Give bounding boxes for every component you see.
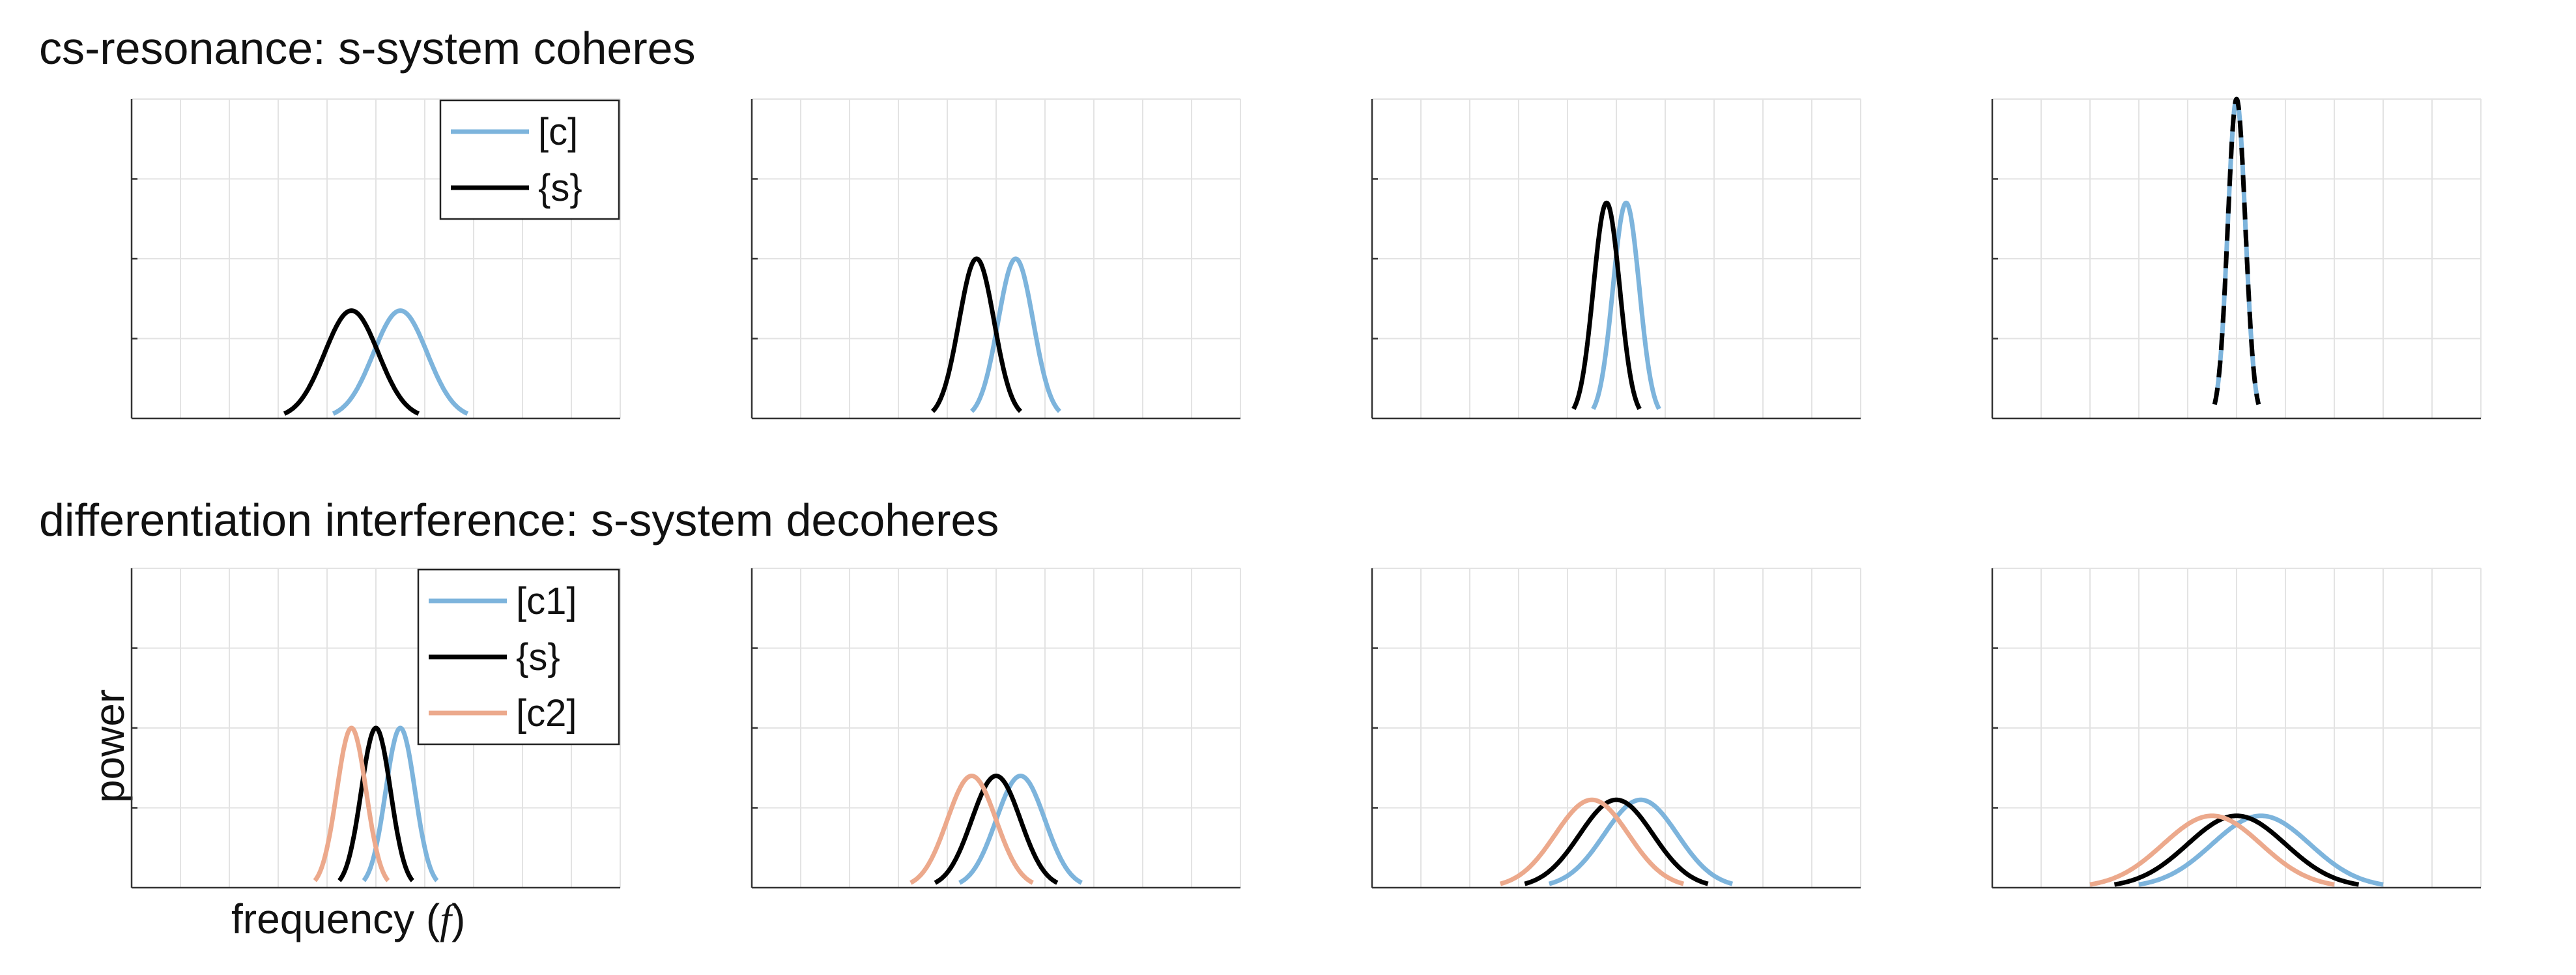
series-line-s <box>283 308 420 416</box>
legend-label: [c] <box>538 111 578 153</box>
series-line-c <box>362 725 439 882</box>
series-line-s <box>2212 96 2261 406</box>
series-line-c2 <box>909 774 1035 885</box>
panels-group: [c] {s} [c1] {s} [c2] <box>130 96 2482 889</box>
series-line-s <box>1523 797 1710 886</box>
legend-label: {s} <box>516 636 560 678</box>
legend-label: [c1] <box>516 580 577 622</box>
legend-label: [c2] <box>516 692 577 735</box>
chart-panel-r2-c3 <box>1371 568 1861 889</box>
series-line-c <box>958 774 1083 885</box>
series-line-s <box>933 774 1059 885</box>
series-line-c <box>2138 813 2384 887</box>
chart-panel-r1-c1: [c] {s} <box>130 98 621 420</box>
row-title-bottom: differentiation interference: s-system d… <box>39 495 999 546</box>
series-line-s <box>2113 813 2360 887</box>
series-line-c <box>1548 797 1734 886</box>
chart-panel-r2-c1: [c1] {s} [c2] <box>130 568 621 889</box>
x-axis-label: frequency (f) <box>231 895 465 942</box>
x-axis-label-main: frequency ( <box>231 895 440 942</box>
chart-panel-r1-c2 <box>751 98 1241 420</box>
series-line-c2 <box>2089 813 2336 887</box>
row-title-top: cs-resonance: s-system coheres <box>39 23 696 74</box>
series-line-c <box>332 308 469 416</box>
series-line-c <box>969 256 1062 413</box>
legend-box <box>439 99 620 220</box>
series-line-s <box>1571 200 1642 411</box>
legend-label: {s} <box>538 167 582 209</box>
series-line-c <box>1591 200 1661 411</box>
chart-panel-r2-c4 <box>1991 568 2482 889</box>
series-line-s <box>337 725 414 882</box>
y-axis-label: power <box>86 690 133 803</box>
legend: [c1] {s} [c2] <box>417 568 620 746</box>
legend: [c] {s} <box>439 99 620 220</box>
series-line-c2 <box>313 725 390 882</box>
chart-panel-r1-c4 <box>1991 96 2482 420</box>
chart-panel-r2-c2 <box>751 568 1241 889</box>
x-axis-label-close: ) <box>451 895 465 942</box>
chart-panel-r1-c3 <box>1371 98 1861 420</box>
series-line-s <box>930 256 1023 413</box>
series-line-c2 <box>1499 797 1685 886</box>
